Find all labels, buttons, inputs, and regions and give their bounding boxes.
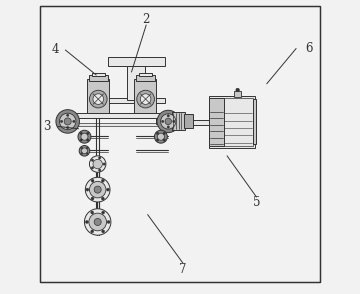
Circle shape [89, 213, 107, 231]
Circle shape [81, 153, 83, 154]
Circle shape [78, 130, 91, 143]
Circle shape [161, 114, 176, 129]
Text: 4: 4 [51, 44, 59, 56]
Circle shape [157, 110, 179, 133]
Circle shape [163, 139, 165, 141]
Circle shape [103, 163, 105, 165]
Circle shape [163, 132, 165, 135]
Circle shape [60, 120, 63, 123]
Circle shape [91, 159, 94, 161]
Circle shape [91, 211, 94, 214]
Circle shape [86, 153, 88, 154]
Circle shape [102, 197, 104, 200]
Bar [108, 57, 165, 66]
Circle shape [157, 133, 165, 140]
Circle shape [64, 118, 71, 125]
Bar [108, 98, 165, 103]
Text: 7: 7 [179, 263, 187, 275]
Circle shape [80, 139, 82, 141]
Bar [64, 113, 181, 118]
Circle shape [87, 139, 89, 141]
Circle shape [91, 197, 94, 200]
Bar [134, 79, 157, 113]
Circle shape [140, 94, 151, 104]
Circle shape [85, 209, 111, 235]
Text: 6: 6 [306, 42, 313, 55]
Bar [172, 112, 185, 130]
Circle shape [102, 179, 104, 182]
Circle shape [167, 126, 170, 128]
Circle shape [102, 230, 105, 233]
Circle shape [85, 177, 110, 202]
Circle shape [154, 130, 167, 143]
Circle shape [165, 118, 171, 125]
Circle shape [91, 167, 94, 169]
Circle shape [99, 169, 101, 171]
Text: 3: 3 [43, 120, 51, 133]
Bar [253, 99, 256, 144]
Circle shape [86, 188, 89, 191]
Circle shape [85, 220, 88, 223]
Circle shape [107, 220, 110, 223]
Circle shape [81, 133, 88, 140]
Circle shape [99, 157, 101, 159]
Bar [87, 79, 109, 113]
Circle shape [67, 126, 69, 129]
Text: 2: 2 [143, 13, 150, 26]
Circle shape [173, 120, 175, 123]
Bar [139, 73, 152, 76]
Circle shape [91, 179, 94, 182]
Circle shape [73, 120, 75, 123]
Circle shape [81, 147, 83, 149]
Bar [184, 114, 193, 128]
Circle shape [94, 218, 101, 225]
Circle shape [167, 115, 170, 117]
Circle shape [59, 113, 76, 130]
Circle shape [86, 147, 88, 149]
Circle shape [89, 156, 106, 172]
Bar [127, 66, 145, 100]
Text: 5: 5 [253, 196, 260, 209]
Circle shape [156, 132, 159, 135]
Circle shape [91, 230, 94, 233]
Bar [223, 98, 253, 146]
Circle shape [81, 148, 87, 154]
Circle shape [137, 90, 154, 108]
Circle shape [94, 186, 101, 193]
Circle shape [102, 211, 105, 214]
Circle shape [79, 146, 90, 156]
Bar [64, 123, 181, 126]
Bar [89, 75, 108, 81]
Circle shape [89, 181, 106, 198]
Circle shape [236, 88, 239, 92]
Circle shape [80, 132, 82, 135]
Circle shape [87, 132, 89, 135]
Bar [210, 98, 224, 146]
Circle shape [67, 114, 69, 116]
Circle shape [56, 110, 80, 133]
Circle shape [93, 94, 104, 104]
Bar [210, 96, 255, 148]
Circle shape [162, 120, 164, 123]
Bar [92, 73, 105, 76]
Bar [234, 91, 241, 97]
Bar [136, 75, 155, 81]
Bar [193, 120, 210, 125]
Circle shape [107, 188, 109, 191]
Circle shape [156, 139, 159, 141]
Circle shape [89, 90, 107, 108]
Bar [156, 118, 172, 124]
Circle shape [93, 159, 102, 169]
